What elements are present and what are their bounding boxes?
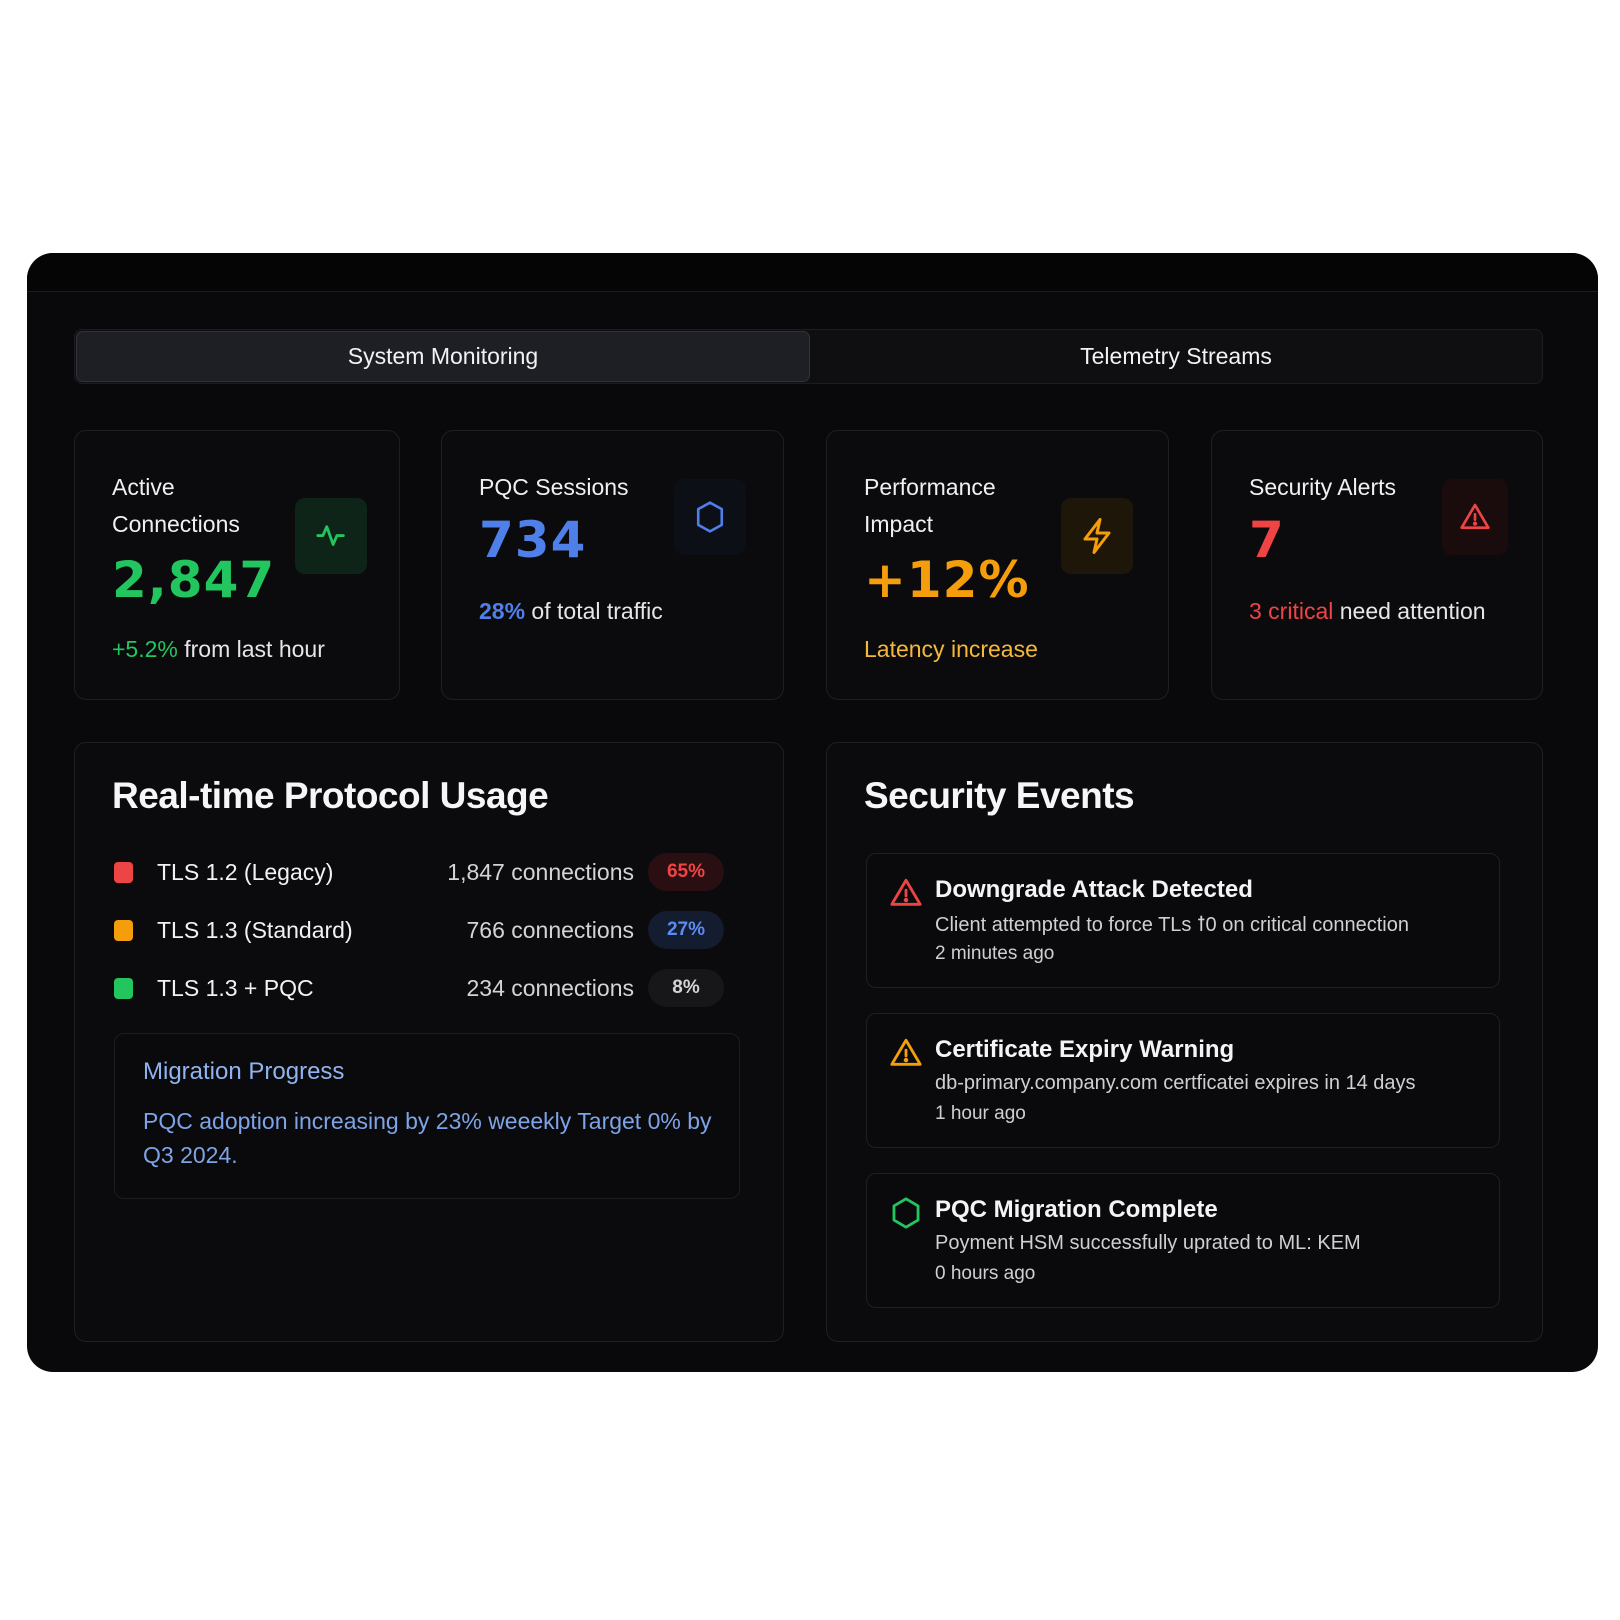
protocol-name: TLS 1.2 (Legacy) — [157, 859, 334, 885]
stat-value: 734 — [479, 511, 587, 569]
stat-card-security-alerts: Security Alerts 7 3 critical need attent… — [1211, 430, 1543, 700]
alert-triangle-icon — [889, 876, 923, 910]
event-title: Downgrade Attack Detected — [935, 876, 1253, 903]
protocol-connections: 1,847 connections — [447, 859, 634, 885]
activity-icon — [295, 498, 367, 574]
stat-label: Security Alerts — [1249, 474, 1396, 500]
stat-impact-label: increase — [944, 636, 1038, 662]
protocol-name: TLS 1.3 (Standard) — [157, 917, 353, 943]
stat-label: PQC Sessions — [479, 474, 629, 500]
stat-subtext: 28% of total traffic — [479, 598, 663, 625]
stat-card-active-connections: Active Connections 2,847 +5.2% from last… — [74, 430, 400, 700]
event-time: 2 minutes ago — [935, 943, 1055, 964]
tab-bar: System Monitoring Telemetry Streams — [74, 329, 1543, 384]
event-title: Certificate Expiry Warning — [935, 1036, 1235, 1063]
protocol-percent-badge: 8% — [648, 969, 724, 1007]
event-item-pqc-migration[interactable]: PQC Migration Complete Poyment HSM succe… — [866, 1173, 1500, 1308]
migration-title: Migration Progress — [143, 1058, 345, 1085]
protocol-row-tls12: TLS 1.2 (Legacy) 1,847 connections 65% — [112, 853, 724, 893]
protocol-connections: 234 connections — [466, 975, 634, 1001]
dashboard-window: System Monitoring Telemetry Streams Acti… — [27, 253, 1598, 1372]
tab-telemetry-streams[interactable]: Telemetry Streams — [1080, 343, 1272, 369]
stat-percent-label: of total traffic — [525, 598, 663, 624]
hexagon-icon — [674, 479, 746, 555]
protocol-connections: 766 connections — [466, 917, 634, 943]
event-time: 0 hours ago — [935, 1263, 1036, 1284]
stat-change: +5.2% — [112, 636, 178, 662]
migration-progress-box: Migration Progress PQC adoption increasi… — [114, 1033, 740, 1199]
stat-value: 7 — [1249, 511, 1285, 569]
event-description: Client attempted to force TLs ꝉ0 on crit… — [935, 914, 1409, 936]
protocol-row-tls13-pqc: TLS 1.3 + PQC 234 connections 8% — [112, 969, 724, 1009]
stat-label-line1: Active — [112, 474, 175, 500]
stat-critical-count: 3 critical — [1249, 598, 1334, 624]
stat-label-line2: Impact — [864, 511, 934, 537]
warning-triangle-icon — [889, 1036, 923, 1070]
stat-value: 2,847 — [112, 551, 276, 609]
migration-text: PQC adoption increasing by 23% weeekly T… — [143, 1108, 712, 1168]
event-item-downgrade[interactable]: Downgrade Attack Detected Client attempt… — [866, 853, 1500, 988]
protocol-percent-badge: 65% — [648, 853, 724, 891]
stat-subtext: Latency increase — [864, 636, 1038, 663]
stat-percent: 28% — [479, 598, 526, 624]
event-title: PQC Migration Complete — [935, 1196, 1218, 1223]
protocol-row-tls13: TLS 1.3 (Standard) 766 connections 27% — [112, 911, 724, 951]
stat-label-line1: Performance — [864, 474, 996, 500]
legend-swatch — [114, 920, 133, 941]
stat-change-label: from last hour — [177, 636, 325, 662]
stat-critical-label: need attention — [1333, 598, 1486, 624]
tab-system-monitoring[interactable]: System Monitoring — [76, 331, 810, 382]
hexagon-check-icon — [889, 1196, 923, 1230]
stat-subtext: +5.2% from last hour — [112, 636, 325, 663]
stat-label: Performance Impact — [864, 469, 996, 543]
legend-swatch — [114, 978, 133, 999]
panel-title: Security Events — [864, 775, 1135, 816]
alert-triangle-icon — [1442, 479, 1508, 555]
stat-card-performance-impact: Performance Impact +12% Latency increase — [826, 430, 1169, 700]
stat-label: Active Connections — [112, 469, 240, 543]
lightning-icon — [1061, 498, 1133, 574]
stat-label-line2: Connections — [112, 511, 240, 537]
legend-swatch — [114, 862, 133, 883]
protocol-name: TLS 1.3 + PQC — [157, 975, 314, 1001]
event-item-certificate-expiry[interactable]: Certificate Expiry Warning db-primary.co… — [866, 1013, 1500, 1148]
protocol-percent-badge: 27% — [648, 911, 724, 949]
security-events-panel: Security Events Downgrade Attack Detecte… — [826, 742, 1543, 1342]
stat-value: +12% — [864, 551, 1030, 609]
window-title-bar — [27, 253, 1598, 292]
event-description: db-primary.company.com certficatei expir… — [935, 1072, 1416, 1094]
event-description: Poyment HSM successfully uprated to ML: … — [935, 1232, 1361, 1254]
panel-title: Real-time Protocol Usage — [112, 775, 549, 816]
protocol-usage-panel: Real-time Protocol Usage TLS 1.2 (Legacy… — [74, 742, 784, 1342]
stat-impact-word: Latency — [864, 636, 945, 662]
stat-subtext: 3 critical need attention — [1249, 598, 1486, 625]
stat-card-pqc-sessions: PQC Sessions 734 28% of total traffic — [441, 430, 784, 700]
event-time: 1 hour ago — [935, 1103, 1026, 1124]
